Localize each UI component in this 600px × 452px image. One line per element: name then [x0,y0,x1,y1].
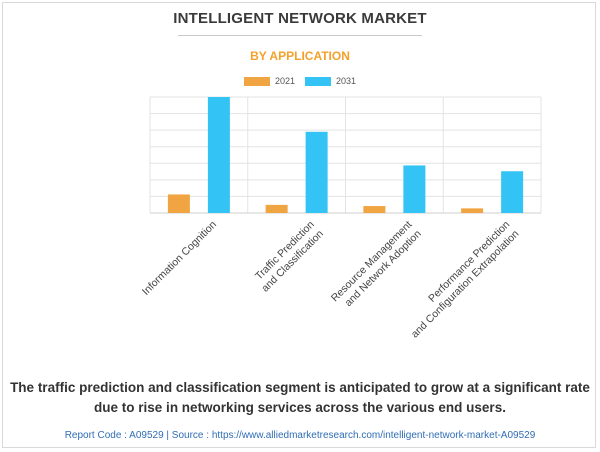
bar-chart: Information Cognition Traffic Predictiona… [140,96,542,340]
source-footer: Report Code : A09529 | Source : https://… [64,430,536,441]
bar-2031-0 [207,97,230,213]
bar-2031-2 [403,165,426,213]
chart-legend: 2021 2031 [0,76,600,86]
bar-2021-1 [265,204,288,213]
x-tick-label: Traffic Predictionand Classification [250,219,326,295]
chart-title: INTELLIGENT NETWORK MARKET [173,10,427,27]
bar-2021-3 [461,208,484,213]
chart-frame [2,2,596,448]
x-tick-label: Information Cognition [140,219,219,298]
legend-item-2031: 2031 [305,76,356,86]
legend-swatch-2021 [243,76,270,86]
legend-item-2021: 2021 [243,76,295,86]
legend-label-2031: 2031 [336,76,357,86]
chart-subtitle: BY APPLICATION [250,49,350,63]
title-divider [178,35,422,36]
x-tick-label: Resource Managementand Network Adoption [329,219,424,314]
legend-swatch-2031 [305,76,331,86]
legend-label-2021: 2021 [274,76,295,86]
bar-2021-2 [363,206,386,213]
chart-caption: The traffic prediction and classificatio… [10,380,590,415]
bar-2021-0 [167,194,190,213]
bar-2031-1 [305,131,328,213]
bar-2031-3 [501,171,524,213]
